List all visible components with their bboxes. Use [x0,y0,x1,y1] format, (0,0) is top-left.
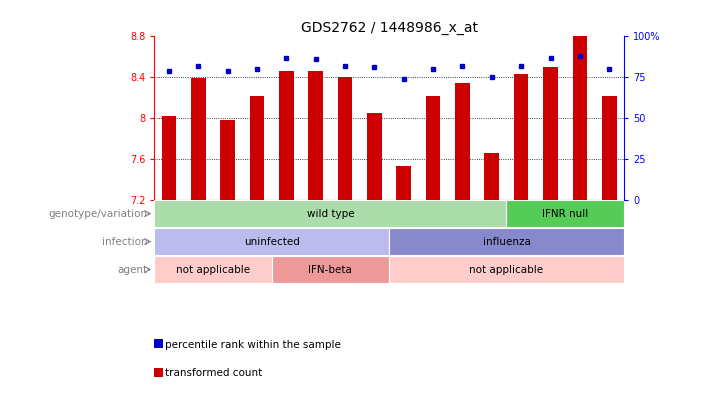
Text: agent: agent [117,264,147,275]
Bar [191,78,205,200]
Text: uninfected: uninfected [244,237,299,247]
Bar [573,36,587,200]
Text: genotype/variation: genotype/variation [48,209,147,219]
Text: not applicable: not applicable [176,264,250,275]
Text: IFN-beta: IFN-beta [308,264,353,275]
Bar [154,200,506,227]
Text: percentile rank within the sample: percentile rank within the sample [165,340,341,350]
Text: not applicable: not applicable [470,264,543,275]
Bar [396,166,411,200]
Text: wild type: wild type [306,209,354,219]
Bar [367,113,382,200]
Bar [602,96,617,200]
Text: infection: infection [102,237,147,247]
Bar [389,256,624,283]
Bar [543,67,558,200]
Bar [272,256,389,283]
Bar [250,96,264,200]
Bar [389,228,624,255]
Title: GDS2762 / 1448986_x_at: GDS2762 / 1448986_x_at [301,21,477,35]
Bar [220,120,235,200]
Bar [161,116,176,200]
Text: transformed count: transformed count [165,369,263,378]
Bar [426,96,440,200]
Bar [484,153,499,200]
Bar [455,83,470,200]
Text: influenza: influenza [482,237,531,247]
Text: IFNR null: IFNR null [542,209,588,219]
Bar [338,77,353,200]
Bar [308,71,323,200]
Bar [506,200,624,227]
Bar [279,71,294,200]
Bar [514,74,529,200]
Bar [154,256,272,283]
Bar [154,228,389,255]
